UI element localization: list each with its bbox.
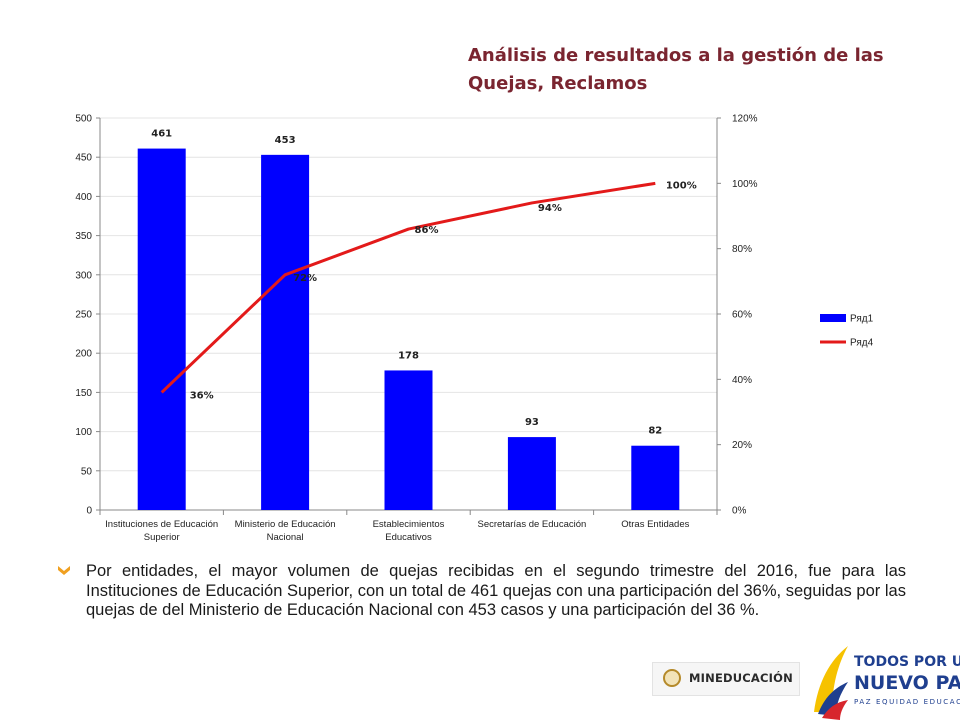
line-data-label: 100% <box>666 180 697 191</box>
bar-data-label: 453 <box>275 135 296 146</box>
chart-title-line1: Análisis de resultados a la gestión de l… <box>468 45 884 66</box>
legend-swatch-bar <box>820 314 846 322</box>
logo-line-3: PAZ EQUIDAD EDUCACIÓN <box>854 698 960 706</box>
category-label: Nacional <box>267 532 304 543</box>
logo-line-1: TODOS POR UN <box>854 654 960 670</box>
bar <box>507 437 556 510</box>
category-label: Secretarías de Educación <box>478 519 587 530</box>
bar-data-label: 93 <box>525 417 539 428</box>
line-data-label: 72% <box>293 273 317 284</box>
y-tick-label: 400 <box>75 192 92 203</box>
line-data-label: 36% <box>190 390 214 401</box>
bar <box>137 148 186 511</box>
flag-swoosh-icon <box>814 646 848 720</box>
chart-title: Análisis de resultados a la gestión de l… <box>468 42 928 98</box>
y2-tick-label: 20% <box>732 440 752 451</box>
category-label: Educativos <box>385 532 432 543</box>
y2-tick-label: 80% <box>732 244 752 255</box>
y-tick-label: 450 <box>75 153 92 164</box>
y2-tick-label: 60% <box>732 310 752 321</box>
mineducacion-logo: MINEDUCACIÓN <box>652 662 800 696</box>
line-series <box>160 181 656 394</box>
seal-icon <box>663 669 681 687</box>
line-data-label: 86% <box>415 225 439 236</box>
y-tick-label: 50 <box>81 466 93 477</box>
y-tick-label: 100 <box>75 427 92 438</box>
y2-tick-label: 0% <box>732 506 747 517</box>
y-tick-label: 150 <box>75 388 92 399</box>
bar <box>631 445 680 510</box>
bar <box>261 154 310 510</box>
summary-paragraph: Por entidades, el mayor volumen de queja… <box>86 562 906 619</box>
bar <box>384 370 433 510</box>
bar-data-label: 178 <box>398 350 419 361</box>
category-label: Instituciones de Educación <box>105 519 218 530</box>
legend-label: Ряд1 <box>850 314 874 325</box>
logo-line-2: NUEVO PAÍS <box>854 672 960 694</box>
y-tick-label: 300 <box>75 270 92 281</box>
y-tick-label: 250 <box>75 310 92 321</box>
bar-data-label: 82 <box>648 426 662 437</box>
bar-data-label: 461 <box>151 129 172 140</box>
category-label: Ministerio de Educación <box>235 519 336 530</box>
y-tick-label: 500 <box>75 114 92 125</box>
todos-por-un-nuevo-pais-logo: TODOS POR UN NUEVO PAÍS PAZ EQUIDAD EDUC… <box>808 642 960 720</box>
legend-label: Ряд4 <box>850 338 874 349</box>
category-label: Otras Entidades <box>621 519 689 530</box>
bullet-icon <box>58 566 70 575</box>
y2-tick-label: 120% <box>732 114 758 125</box>
pareto-chart: 0 50 100 150 200 250 300 350 400 450 500 0% 20% 40% 60… <box>75 114 874 544</box>
y-tick-label: 200 <box>75 349 92 360</box>
line-data-label: 94% <box>538 203 562 214</box>
chart-title-line2: Quejas, Reclamos <box>468 73 648 94</box>
category-label: Superior <box>144 532 180 543</box>
category-label: Establecimientos <box>373 519 445 530</box>
y-tick-label: 350 <box>75 231 92 242</box>
mineducacion-logo-text: MINEDUCACIÓN <box>689 671 793 685</box>
y2-tick-label: 100% <box>732 179 758 190</box>
y2-tick-label: 40% <box>732 375 752 386</box>
y-tick-label: 0 <box>86 506 92 517</box>
